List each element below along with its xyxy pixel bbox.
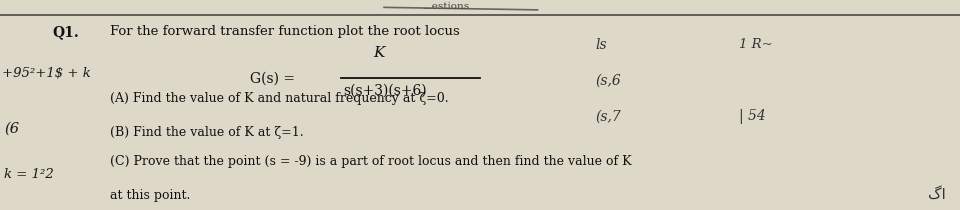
Text: s(s+3)(s+6): s(s+3)(s+6) — [344, 84, 427, 98]
Text: (6: (6 — [4, 122, 19, 136]
Text: G(s) =: G(s) = — [250, 71, 295, 85]
Text: (C) Prove that the point (s = -9) is a part of root locus and then find the valu: (C) Prove that the point (s = -9) is a p… — [110, 155, 632, 168]
Text: at this point.: at this point. — [110, 189, 191, 202]
Text: 1 R~: 1 R~ — [739, 38, 773, 51]
Text: k = 1²2: k = 1²2 — [4, 168, 54, 181]
Text: (B) Find the value of K at ζ=1.: (B) Find the value of K at ζ=1. — [110, 126, 304, 139]
Text: For the forward transfer function plot the root locus: For the forward transfer function plot t… — [110, 25, 460, 38]
Text: K: K — [373, 46, 385, 60]
Text: گا: گا — [928, 187, 946, 202]
Text: (s,7: (s,7 — [595, 109, 621, 123]
Text: Q1.: Q1. — [53, 25, 80, 39]
Text: (A) Find the value of K and natural frequency at ζ=0.: (A) Find the value of K and natural freq… — [110, 92, 449, 105]
Text: | 54: | 54 — [739, 109, 766, 124]
Text: ...estions: ...estions — [422, 2, 469, 11]
Text: (s,6: (s,6 — [595, 74, 621, 88]
Text: ls: ls — [595, 38, 607, 52]
Text: +95²+1$ + k: +95²+1$ + k — [2, 67, 90, 80]
